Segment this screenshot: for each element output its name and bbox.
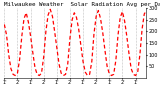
Text: Milwaukee Weather  Solar Radiation Avg per Day W/m2/minute: Milwaukee Weather Solar Radiation Avg pe… (4, 2, 160, 7)
